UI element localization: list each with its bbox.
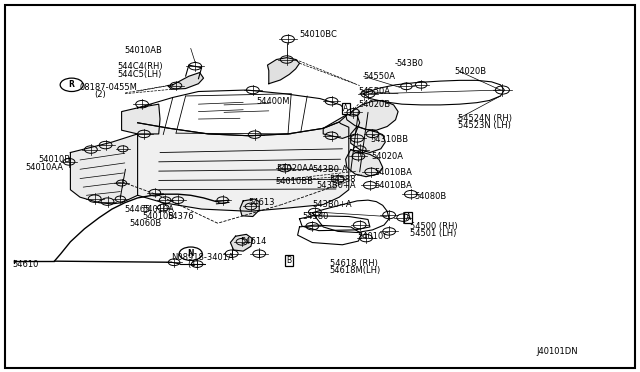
Polygon shape bbox=[168, 73, 204, 89]
Polygon shape bbox=[323, 113, 360, 138]
Text: 543B0-A: 543B0-A bbox=[312, 165, 348, 174]
Text: 54010AA: 54010AA bbox=[26, 163, 63, 172]
Text: 54010B: 54010B bbox=[38, 155, 70, 164]
Polygon shape bbox=[138, 122, 349, 211]
Text: 54610: 54610 bbox=[13, 260, 39, 269]
Text: 54523N (LH): 54523N (LH) bbox=[458, 121, 511, 130]
Text: A: A bbox=[406, 213, 411, 222]
Text: 54465: 54465 bbox=[125, 205, 151, 214]
Polygon shape bbox=[230, 234, 253, 251]
Text: 54010C: 54010C bbox=[357, 232, 389, 241]
Text: 54010BA: 54010BA bbox=[374, 169, 412, 177]
Text: 54010AB: 54010AB bbox=[125, 46, 163, 55]
Text: 54080B: 54080B bbox=[415, 192, 447, 201]
Polygon shape bbox=[298, 225, 362, 245]
Polygon shape bbox=[364, 80, 504, 105]
Text: 54310BB: 54310BB bbox=[370, 135, 408, 144]
Polygon shape bbox=[351, 126, 385, 153]
Text: 54524N (RH): 54524N (RH) bbox=[458, 114, 511, 123]
Text: 54588: 54588 bbox=[330, 175, 356, 184]
Polygon shape bbox=[122, 104, 160, 134]
Text: (4): (4) bbox=[187, 260, 198, 269]
Text: 54501 (LH): 54501 (LH) bbox=[410, 229, 456, 238]
Text: 54020B: 54020B bbox=[358, 100, 390, 109]
Text: 543B0+A: 543B0+A bbox=[317, 182, 356, 190]
Text: 54010A: 54010A bbox=[142, 205, 174, 214]
Text: 54613: 54613 bbox=[248, 198, 275, 207]
Text: 543B0+A: 543B0+A bbox=[312, 200, 352, 209]
Polygon shape bbox=[138, 90, 349, 136]
Text: J40101DN: J40101DN bbox=[536, 347, 578, 356]
Text: (2): (2) bbox=[95, 90, 106, 99]
Text: 54060B: 54060B bbox=[129, 219, 161, 228]
Text: 54580: 54580 bbox=[302, 212, 328, 221]
Text: 544C4(RH): 544C4(RH) bbox=[117, 62, 163, 71]
Text: 54618 (RH): 54618 (RH) bbox=[330, 259, 378, 268]
Text: 54010BA: 54010BA bbox=[374, 182, 412, 190]
Text: B: B bbox=[287, 256, 292, 265]
Text: N: N bbox=[188, 249, 194, 258]
Polygon shape bbox=[268, 58, 300, 84]
Text: 54020AA: 54020AA bbox=[276, 164, 314, 173]
Text: 54500 (RH): 54500 (RH) bbox=[410, 222, 457, 231]
Text: 544C5(LH): 544C5(LH) bbox=[117, 70, 161, 79]
Text: 54614: 54614 bbox=[240, 237, 266, 246]
Text: 54400M: 54400M bbox=[256, 97, 289, 106]
Polygon shape bbox=[346, 150, 383, 177]
Text: 54020B: 54020B bbox=[454, 67, 486, 76]
Polygon shape bbox=[312, 200, 389, 232]
Polygon shape bbox=[70, 134, 138, 204]
Text: 08187-0455M: 08187-0455M bbox=[80, 83, 138, 92]
Text: N08918-3401A: N08918-3401A bbox=[172, 253, 234, 262]
Polygon shape bbox=[300, 216, 370, 231]
Text: 54010BB: 54010BB bbox=[275, 177, 313, 186]
Text: 54020A: 54020A bbox=[371, 153, 403, 161]
Text: 54618M(LH): 54618M(LH) bbox=[330, 266, 381, 275]
Text: 54550A: 54550A bbox=[364, 72, 396, 81]
Polygon shape bbox=[240, 199, 259, 217]
Text: R: R bbox=[68, 80, 75, 89]
Text: 54010B: 54010B bbox=[142, 212, 174, 221]
Polygon shape bbox=[346, 100, 398, 130]
Text: 543B0: 543B0 bbox=[397, 60, 424, 68]
Text: 54376: 54376 bbox=[168, 212, 195, 221]
Text: 54010BC: 54010BC bbox=[300, 30, 337, 39]
Text: 54550A: 54550A bbox=[358, 87, 390, 96]
Text: A: A bbox=[343, 104, 348, 113]
